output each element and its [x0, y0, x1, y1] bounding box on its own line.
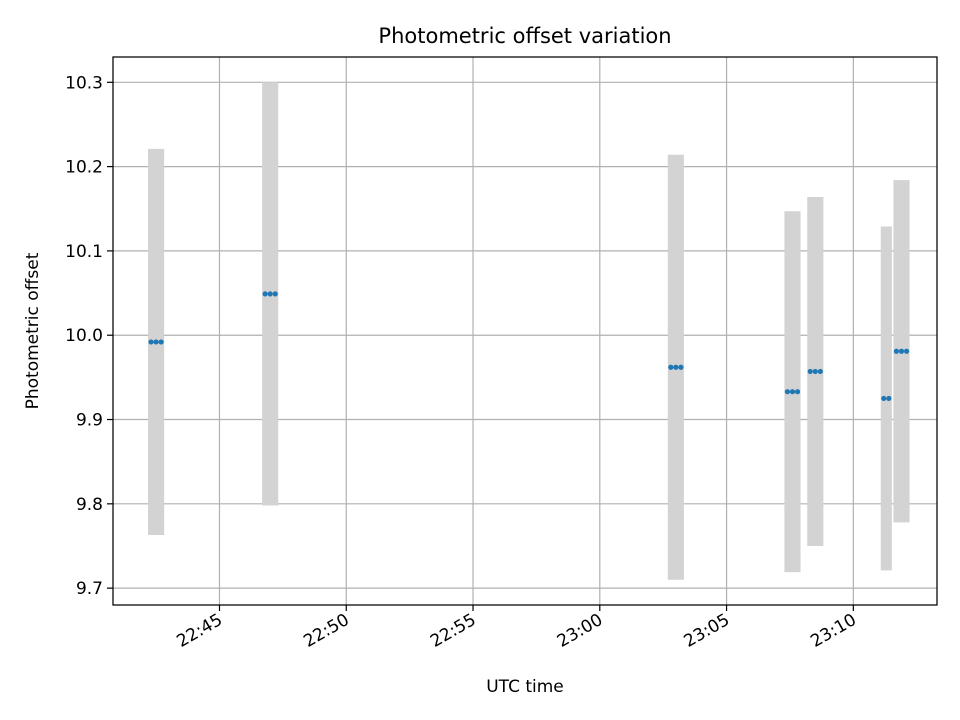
data-point — [881, 395, 887, 402]
y-tick-label: 10.2 — [65, 158, 103, 178]
data-point — [272, 291, 278, 297]
data-point — [794, 389, 801, 395]
y-tick-label: 9.8 — [76, 495, 103, 515]
data-points — [148, 291, 910, 402]
data-point — [267, 291, 273, 297]
y-tick-label: 10.3 — [65, 73, 103, 93]
data-point — [784, 389, 791, 395]
data-point — [262, 291, 268, 297]
data-point — [148, 339, 154, 345]
data-point — [673, 364, 679, 370]
data-point — [817, 368, 823, 375]
data-point — [153, 339, 159, 345]
data-point — [789, 389, 796, 395]
chart-title: Photometric offset variation — [378, 24, 671, 48]
data-point — [893, 348, 900, 354]
data-point — [158, 339, 164, 345]
plot-frame — [112, 56, 938, 606]
x-axis-label: UTC time — [486, 677, 564, 697]
data-point — [903, 348, 910, 354]
data-point — [807, 368, 813, 375]
data-point — [886, 395, 892, 402]
y-tick-label: 10.0 — [65, 326, 103, 346]
data-point — [678, 364, 684, 370]
y-tick-label: 9.9 — [76, 411, 103, 431]
data-point — [668, 364, 674, 370]
y-tick-label: 9.7 — [76, 579, 103, 599]
data-point — [812, 368, 818, 375]
y-tick-label: 10.1 — [65, 242, 103, 262]
y-axis-label: Photometric offset — [23, 252, 43, 409]
data-point — [898, 348, 905, 354]
